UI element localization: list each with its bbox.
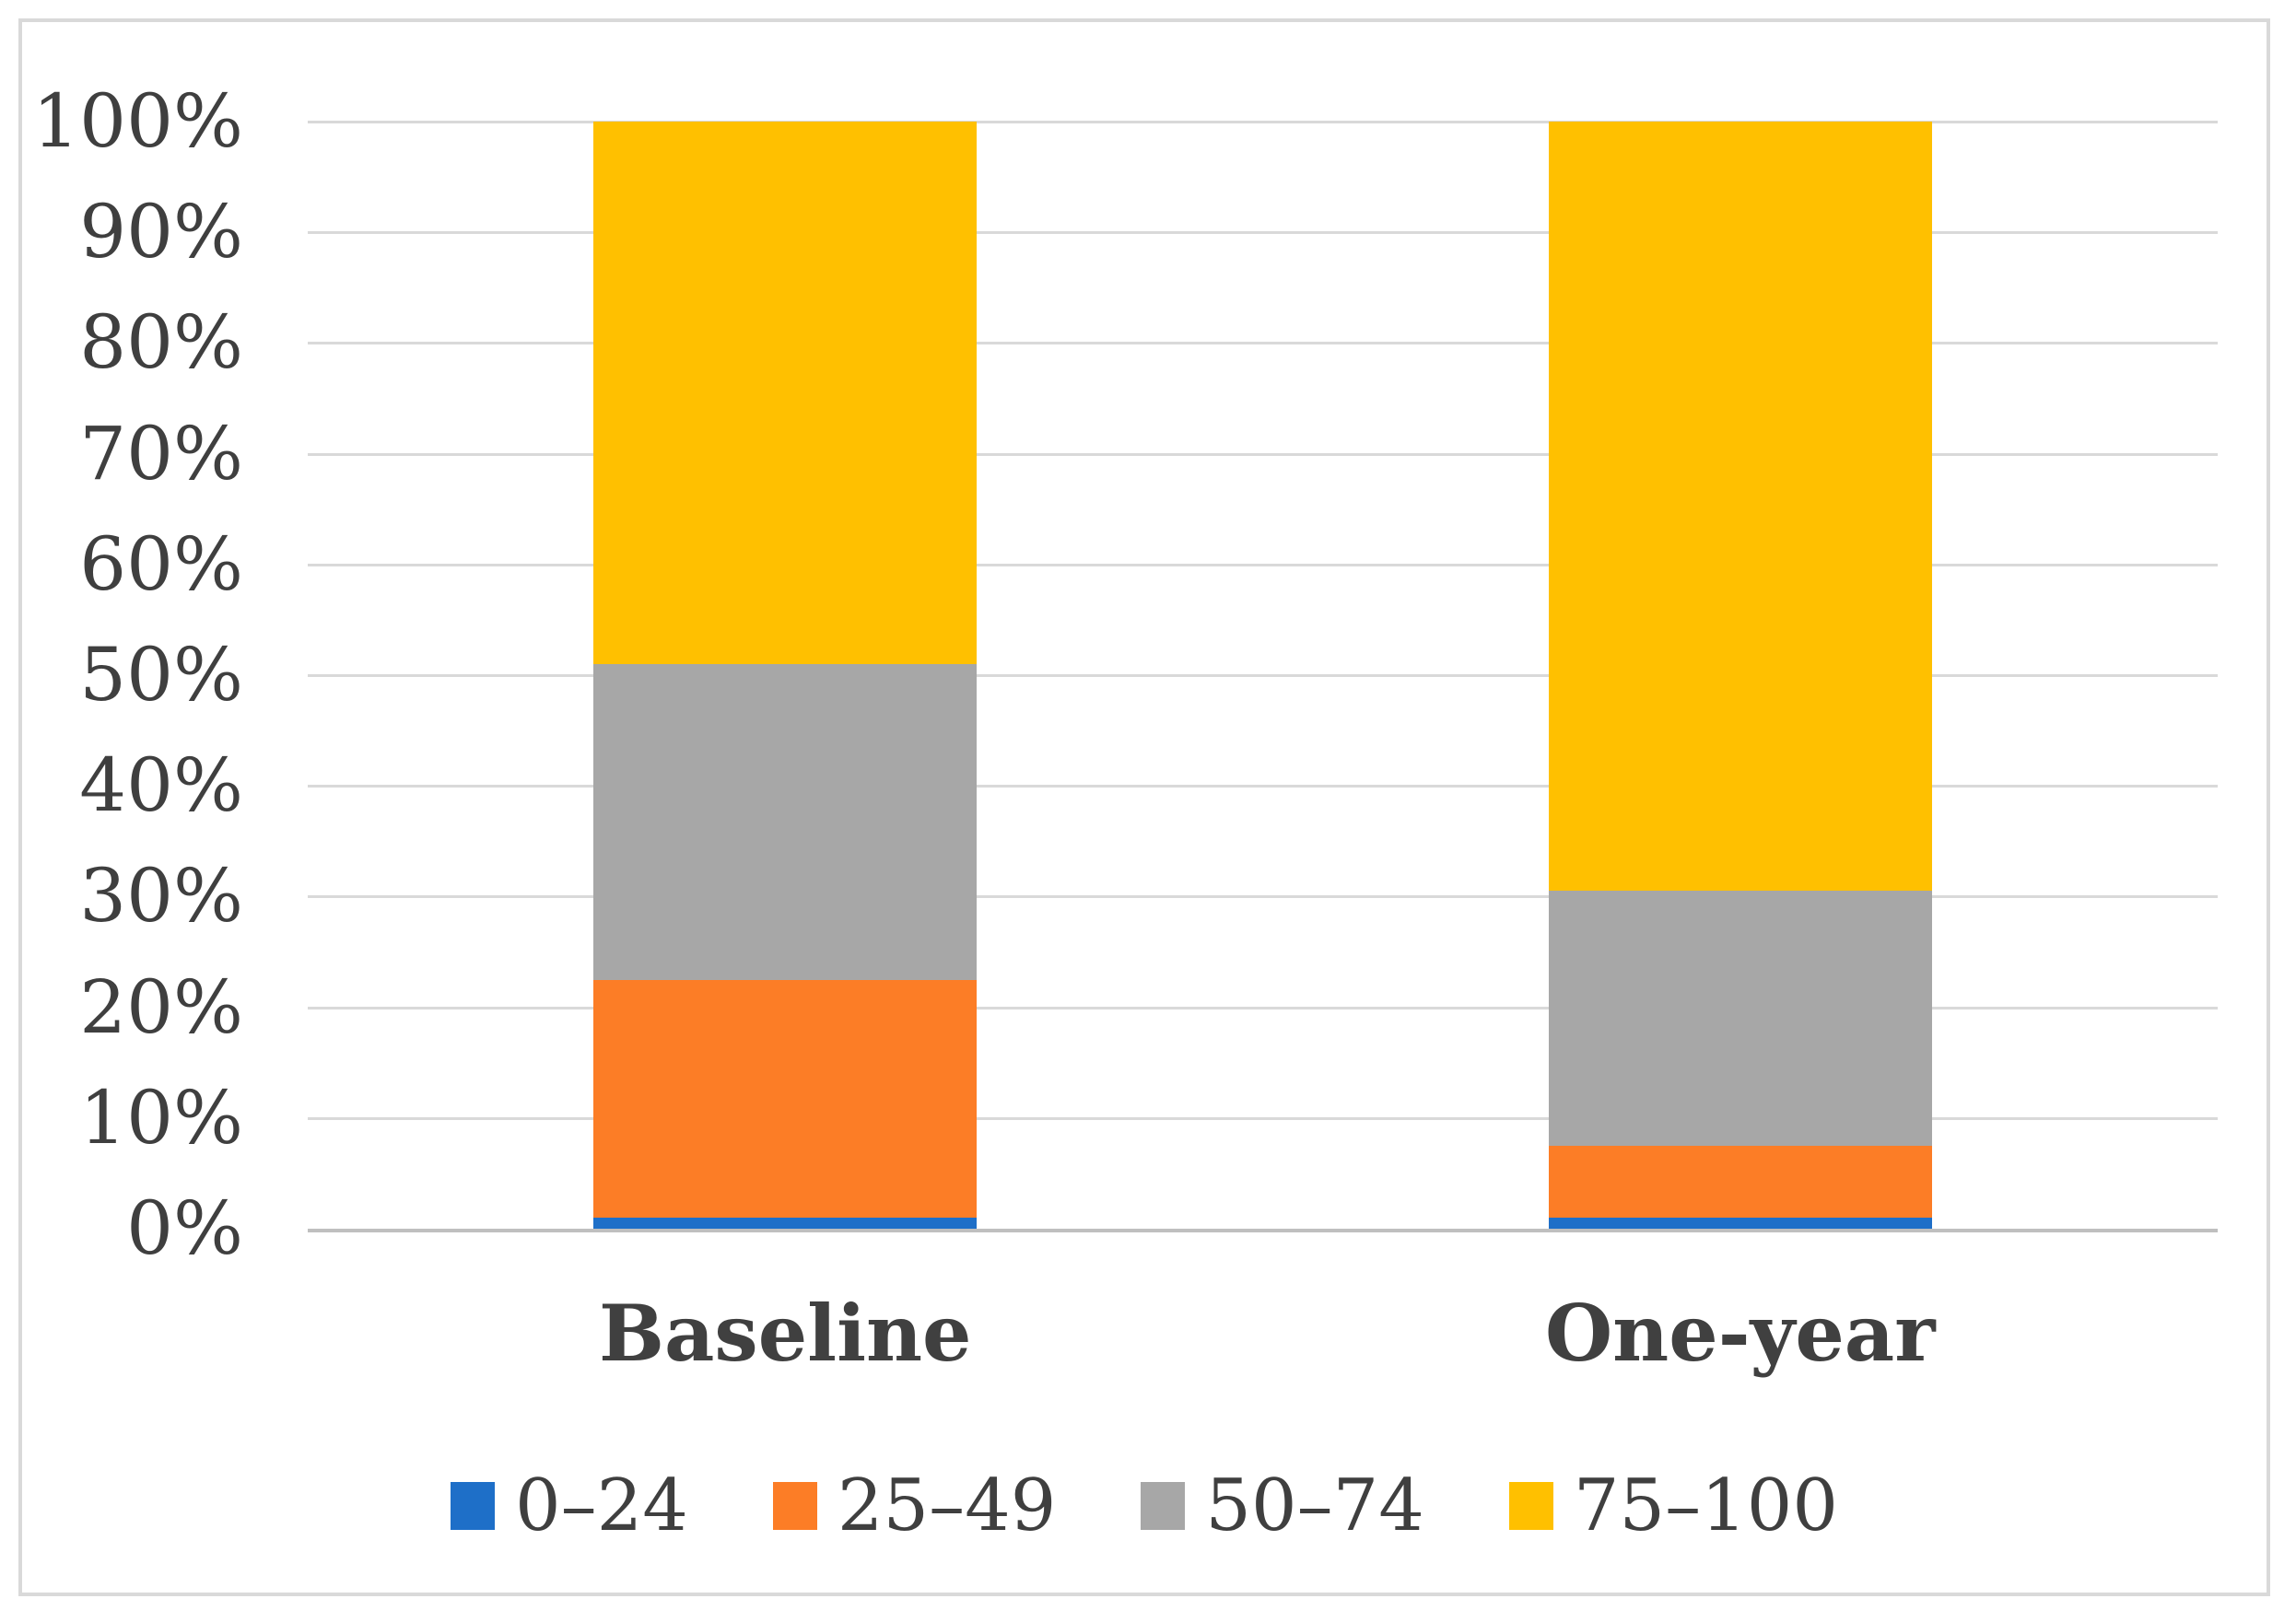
y-tick-label-80: 80% bbox=[79, 299, 243, 386]
legend: 0–24 25–49 50–74 75–100 bbox=[22, 1470, 2267, 1542]
bar-baseline-segment-25-49 bbox=[593, 979, 978, 1218]
legend-item-0-24: 0–24 bbox=[450, 1464, 688, 1547]
bar-baseline-segment-50-74 bbox=[593, 664, 978, 980]
gridline-60 bbox=[308, 563, 2218, 566]
legend-label-75-100: 75–100 bbox=[1573, 1464, 1839, 1547]
legend-swatch-0-24 bbox=[450, 1482, 495, 1530]
x-axis-line bbox=[308, 1229, 2218, 1232]
legend-swatch-25-49 bbox=[772, 1482, 817, 1530]
y-tick-label-20: 20% bbox=[79, 963, 243, 1050]
gridline-20 bbox=[308, 1006, 2218, 1009]
y-tick-label-70: 70% bbox=[79, 410, 243, 496]
gridline-40 bbox=[308, 785, 2218, 788]
gridline-30 bbox=[308, 895, 2218, 899]
gridline-10 bbox=[308, 1116, 2218, 1120]
bar-one-year-segment-50-74 bbox=[1548, 891, 1932, 1146]
bar-baseline-segment-75-100 bbox=[593, 122, 978, 664]
legend-item-50-74: 50–74 bbox=[1141, 1470, 1424, 1542]
legend-label-0-24: 0–24 bbox=[514, 1464, 688, 1547]
legend-item-75-100: 75–100 bbox=[1508, 1464, 1839, 1547]
bar-one-year-segment-0-24 bbox=[1548, 1217, 1932, 1229]
gridline-70 bbox=[308, 452, 2218, 456]
legend-label-50-74: 50–74 bbox=[1205, 1464, 1424, 1547]
gridline-100 bbox=[308, 121, 2218, 123]
plot-area bbox=[308, 121, 2218, 1232]
bar-baseline-segment-0-24 bbox=[593, 1217, 978, 1229]
y-tick-label-90: 90% bbox=[79, 189, 243, 275]
y-tick-label-10: 10% bbox=[79, 1074, 243, 1161]
y-tick-label-0: 0% bbox=[126, 1185, 243, 1271]
bar-one-year-segment-75-100 bbox=[1548, 122, 1932, 892]
y-axis: 0% 10% 20% 30% 40% 50% 60% 70% 80% 90% 100% bbox=[32, 85, 243, 1266]
y-tick-label-40: 40% bbox=[79, 742, 243, 829]
gridline-50 bbox=[308, 674, 2218, 677]
bar-one-year bbox=[1548, 122, 1932, 1229]
legend-swatch-75-100 bbox=[1508, 1482, 1553, 1530]
y-tick-label-100: 100% bbox=[32, 78, 243, 164]
legend-label-25-49: 25–49 bbox=[837, 1464, 1057, 1547]
y-tick-label-30: 30% bbox=[79, 853, 243, 939]
y-tick-label-60: 60% bbox=[79, 520, 243, 607]
chart-frame: 0% 10% 20% 30% 40% 50% 60% 70% 80% 90% 100% Baseli… bbox=[18, 18, 2270, 1596]
y-tick-label-50: 50% bbox=[79, 632, 243, 718]
gridline-80 bbox=[308, 342, 2218, 345]
legend-item-25-49: 25–49 bbox=[772, 1464, 1057, 1547]
legend-swatch-50-74 bbox=[1141, 1482, 1186, 1530]
x-category-label-one-year: One-year bbox=[1545, 1288, 1936, 1379]
bar-one-year-segment-25-49 bbox=[1548, 1145, 1932, 1218]
x-axis-labels: Baseline One-year bbox=[308, 1295, 2218, 1387]
gridline-90 bbox=[308, 231, 2218, 235]
bar-baseline bbox=[593, 122, 978, 1229]
x-category-label-baseline: Baseline bbox=[599, 1288, 972, 1379]
